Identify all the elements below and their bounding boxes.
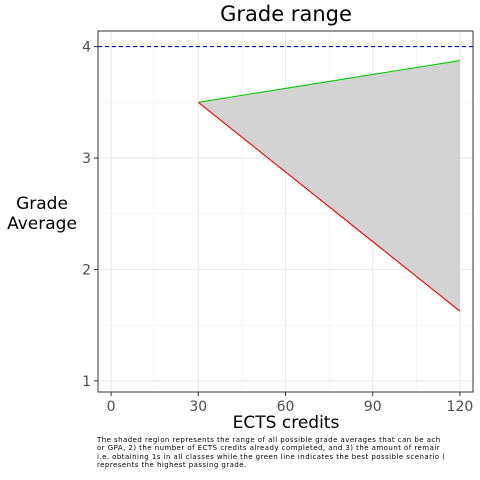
chart-caption: The shaded region represents the range o…	[97, 436, 480, 470]
x-axis-label: ECTS credits	[233, 413, 340, 433]
x-axis: 0 30 60 90 120	[107, 392, 474, 415]
worst-case-line	[197, 101, 461, 312]
x-tick-label: 90	[364, 399, 382, 415]
y-tick-label: 4	[82, 40, 91, 56]
y-tick-label: 3	[82, 151, 91, 167]
x-tick-label: 60	[277, 399, 295, 415]
y-tick-label: 2	[82, 262, 91, 278]
y-axis-label-line-1: Grade	[16, 194, 68, 214]
caption-line: represents the highest passing grade.	[97, 461, 247, 470]
caption-line: The shaded region represents the range o…	[97, 436, 441, 444]
caption-line: i.e. obtaining 1s in all classes while t…	[97, 452, 446, 461]
x-tick-label: 30	[189, 399, 207, 415]
chart-marks	[98, 46, 473, 312]
caption-line: or GPA, 2) the number of ECTS credits al…	[97, 444, 441, 453]
y-axis: 1 2 3 4	[82, 40, 98, 390]
grade-range-area	[198, 60, 460, 312]
y-axis-label-line-2: Average	[7, 214, 77, 234]
best-case-line	[198, 59, 461, 103]
y-tick-label: 1	[82, 374, 91, 390]
chart-title: Grade range	[220, 2, 352, 26]
x-tick-label: 120	[447, 399, 474, 415]
x-tick-label: 0	[107, 399, 116, 415]
